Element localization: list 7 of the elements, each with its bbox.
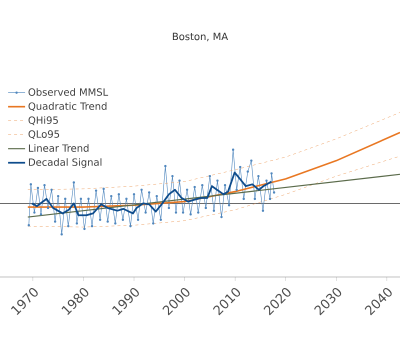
legend-label: Quadratic Trend (28, 102, 106, 112)
chart-title: Boston, MA (172, 32, 228, 42)
legend-label: QLo95 (28, 130, 60, 139)
legend-label: Decadal Signal (28, 158, 102, 168)
legend-label: QHi95 (28, 116, 58, 126)
legend-label: Linear Trend (28, 144, 88, 152)
legend-label: Observed MMSL (28, 88, 108, 96)
